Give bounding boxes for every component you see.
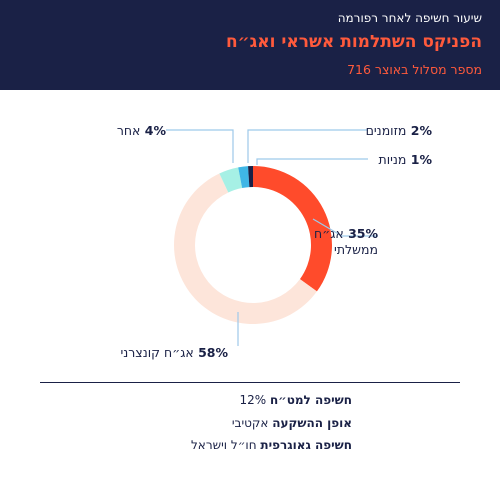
info-key: אופן ההשקעה — [272, 416, 352, 430]
donut-slice — [238, 166, 250, 189]
donut-slice — [174, 173, 317, 324]
leader-line — [256, 158, 368, 165]
info-value: 12% — [239, 393, 267, 407]
leader-line — [247, 129, 368, 163]
header-subtitle: מספר מסלול באוצר 716 — [347, 62, 482, 77]
info-row-investment-style: אופן ההשקעה אקטיבי — [232, 416, 352, 430]
donut-slice — [219, 167, 243, 193]
info-key: חשיפה גאוגרפית — [260, 438, 352, 452]
slice-label: 4% אחר — [117, 123, 167, 138]
info-row-geographic-exposure: חשיפה גאוגרפית חו״ל וישראל — [191, 438, 352, 452]
leader-line — [312, 218, 378, 237]
info-value: אקטיבי — [231, 416, 269, 430]
header-supertitle: שיעור חשיפה לאחר רפורמה — [337, 11, 482, 25]
info-divider — [40, 382, 460, 383]
donut-slice — [248, 166, 253, 188]
slice-label-line: ממשלתי — [334, 242, 378, 257]
donut-slice — [253, 166, 332, 292]
info-key: חשיפה למט״ח — [269, 393, 352, 407]
info-row-fx-exposure: חשיפה למט״ח 12% — [239, 393, 352, 407]
slice-label: 35% אג״ח — [314, 226, 378, 241]
slice-label: 58% אג״ח קונצרני — [120, 345, 228, 360]
leader-line — [166, 129, 234, 163]
info-value: חו״ל וישראל — [190, 438, 257, 452]
slice-label: 1% מניות — [378, 152, 432, 167]
slice-label: 2% מזומנים — [366, 123, 433, 138]
header-banner: שיעור חשיפה לאחר רפורמה הפניקס השתלמות א… — [0, 0, 500, 90]
header-title: הפניקס השתלמות אשראי ואג״ח — [225, 32, 482, 52]
